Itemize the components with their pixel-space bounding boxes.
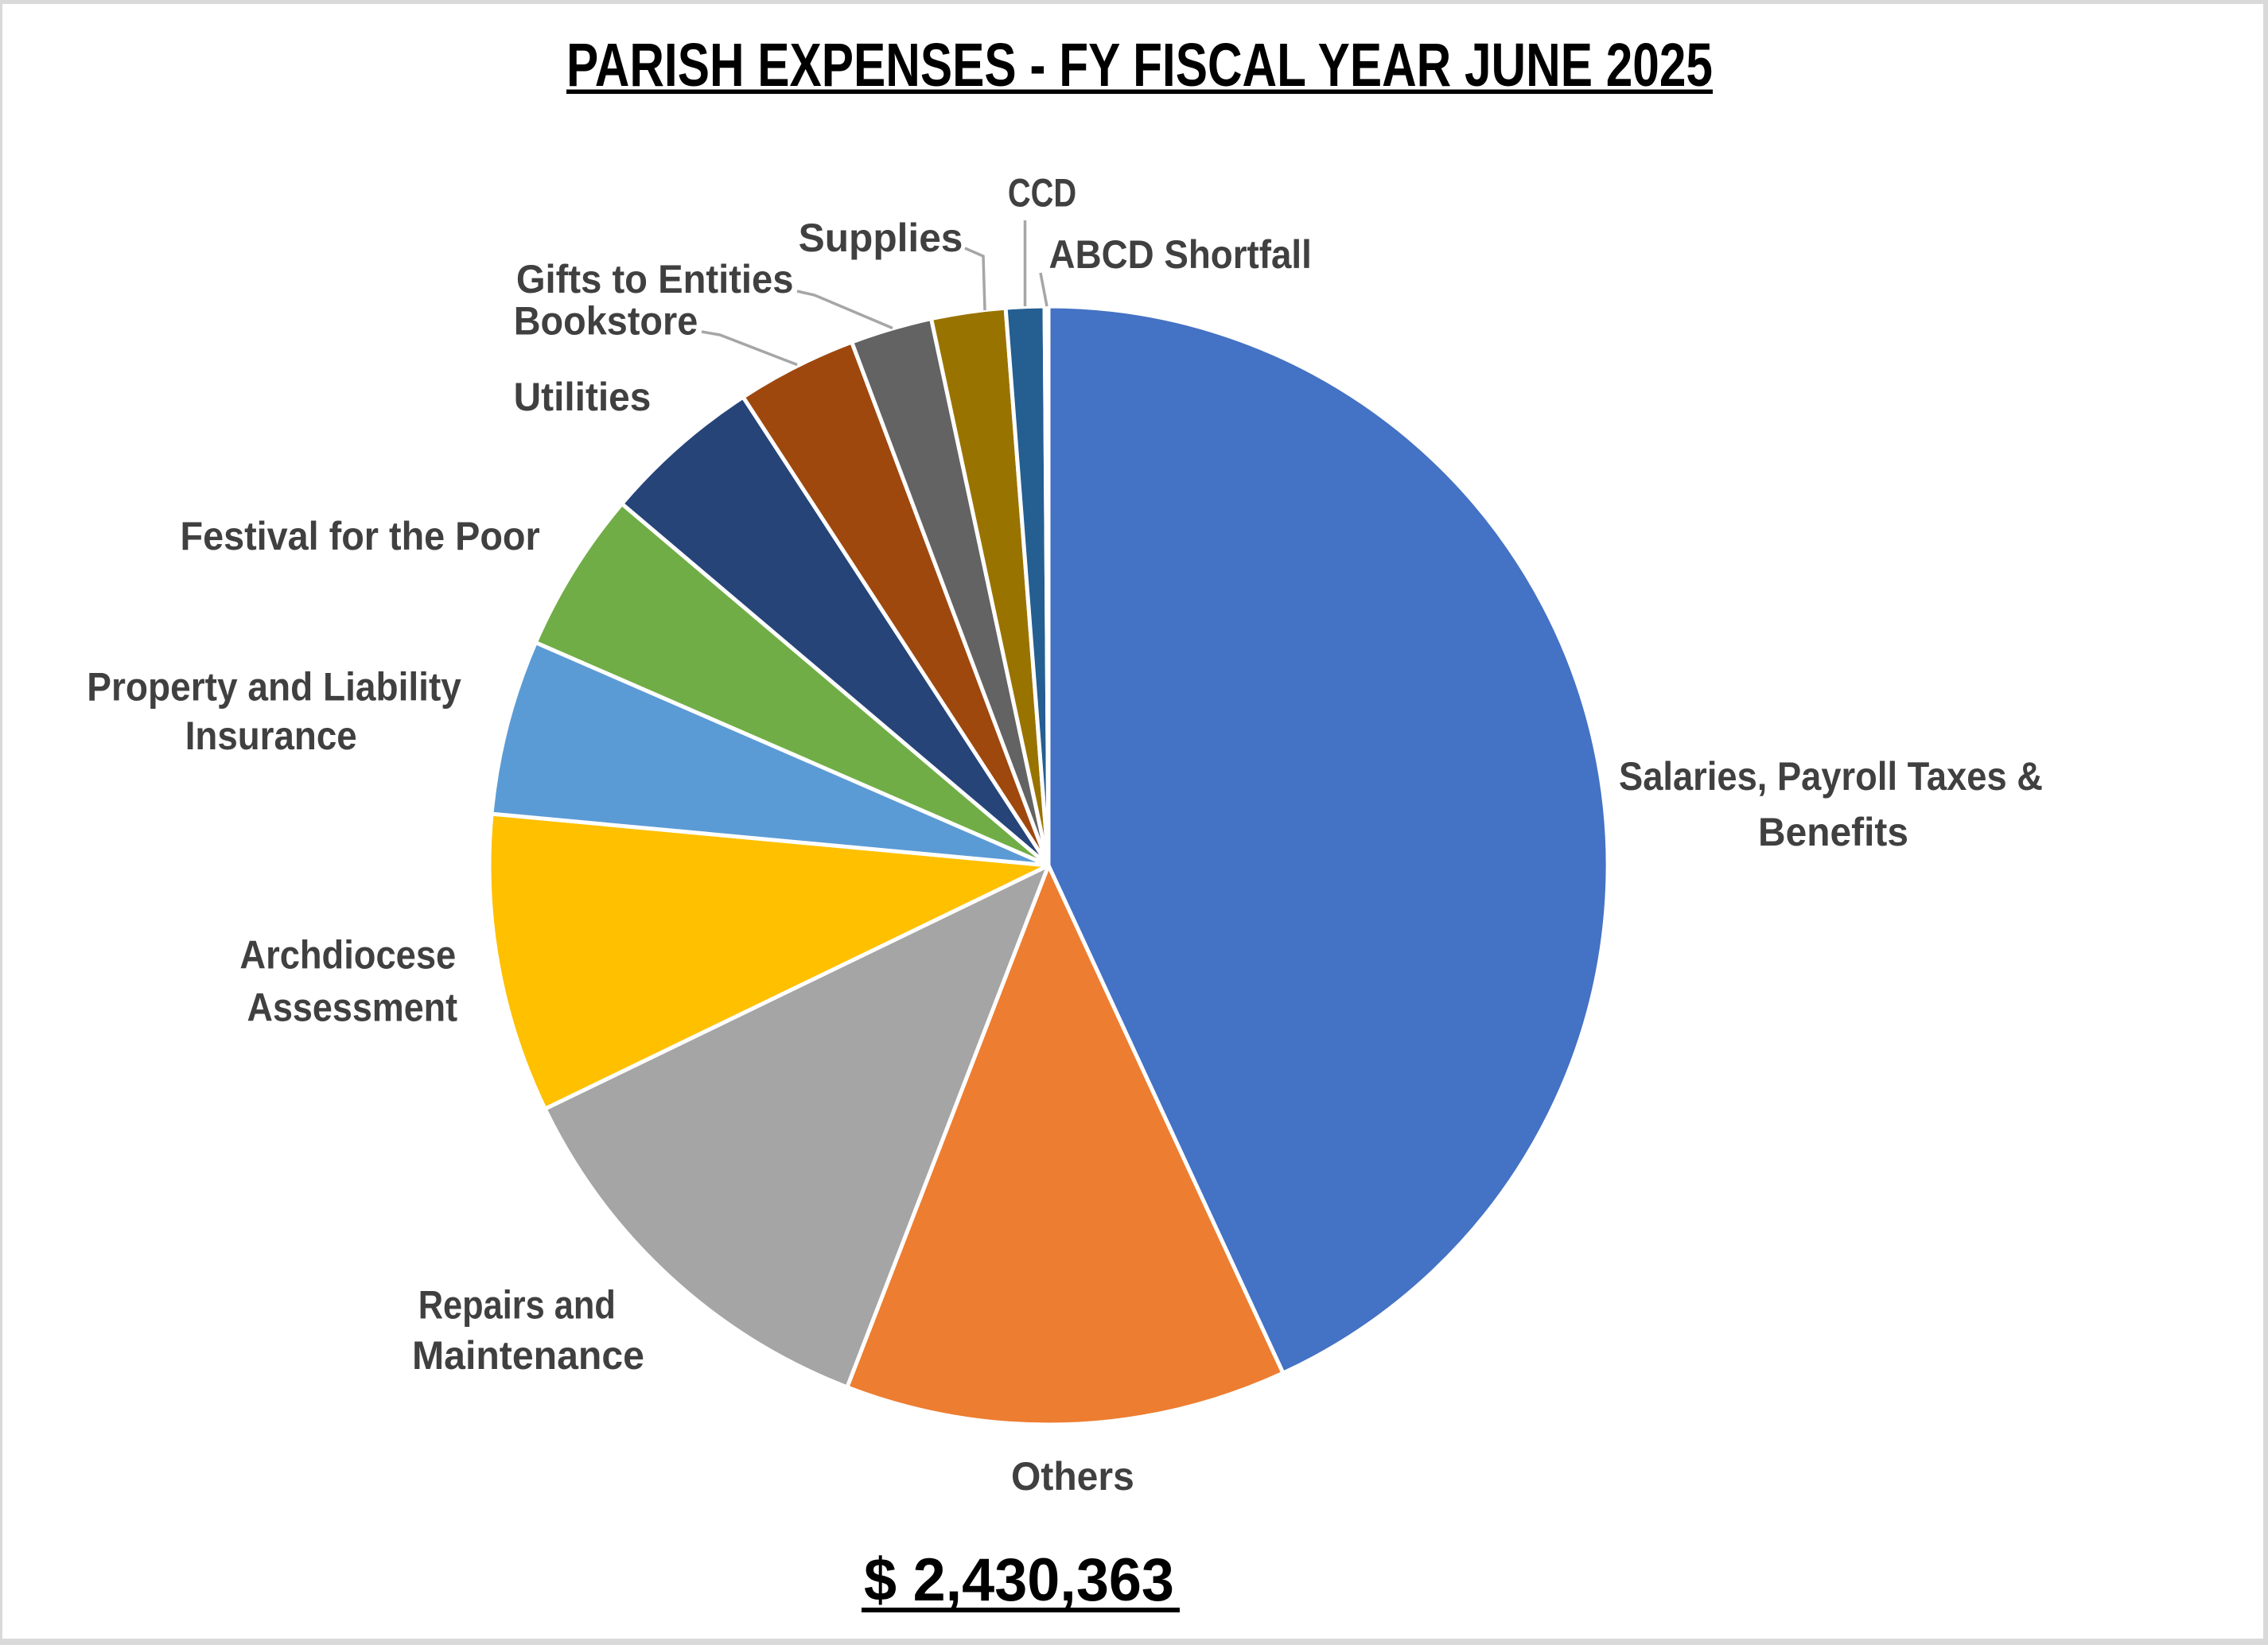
svg-text:PARISH EXPENSES - FY FISCAL YE: PARISH EXPENSES - FY FISCAL YEAR JUNE 20… [566, 31, 1713, 99]
svg-text:Maintenance: Maintenance [412, 1333, 644, 1378]
svg-text:Salaries, Payroll Taxes &: Salaries, Payroll Taxes & [1619, 754, 2043, 799]
svg-text:$ 2,430,363: $ 2,430,363 [864, 1546, 1174, 1614]
svg-text:Property and Liability: Property and Liability [87, 665, 461, 710]
svg-text:Insurance: Insurance [185, 714, 357, 758]
svg-text:Festival for the Poor: Festival for the Poor [181, 514, 540, 558]
svg-text:Assessment: Assessment [247, 985, 458, 1029]
svg-text:Others: Others [1011, 1454, 1134, 1499]
svg-text:Repairs and: Repairs and [418, 1282, 616, 1327]
svg-text:CCD: CCD [1008, 171, 1076, 216]
svg-text:Bookstore: Bookstore [514, 298, 698, 343]
svg-text:Utilities: Utilities [514, 375, 652, 419]
svg-text:Benefits: Benefits [1758, 810, 1908, 854]
svg-text:ABCD Shortfall: ABCD Shortfall [1049, 232, 1312, 277]
svg-text:Archdiocese: Archdiocese [239, 933, 456, 978]
svg-text:Gifts to Entities: Gifts to Entities [516, 257, 794, 301]
svg-text:Supplies: Supplies [799, 216, 963, 260]
